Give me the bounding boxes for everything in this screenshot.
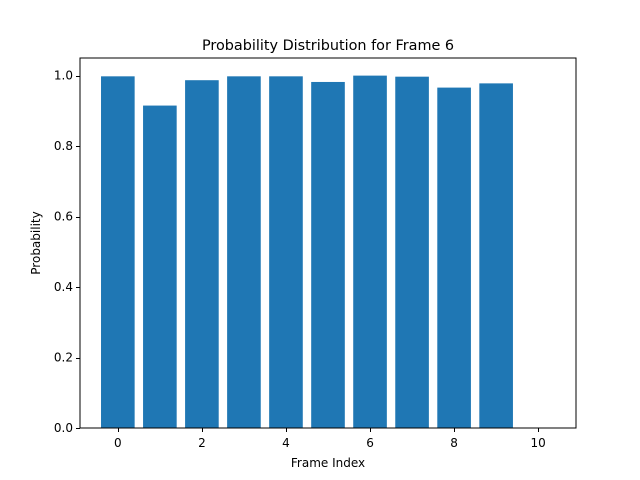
y-tick-label: 0.0 xyxy=(54,421,73,435)
x-tick-label: 10 xyxy=(531,436,546,450)
bar-frame-9 xyxy=(479,83,513,428)
y-axis-label: Probability xyxy=(29,211,43,274)
x-axis-ticks: 0 2 4 6 8 10 xyxy=(114,428,546,450)
bar-frame-8 xyxy=(437,87,471,428)
bar-frame-3 xyxy=(227,76,261,429)
x-tick-label: 6 xyxy=(366,436,374,450)
bar-frame-0 xyxy=(101,76,135,429)
bar-frame-4 xyxy=(269,76,303,429)
bar-frame-5 xyxy=(311,81,345,428)
plot-frame xyxy=(79,57,577,429)
x-tick-label: 8 xyxy=(450,436,458,450)
bar-frame-7 xyxy=(395,76,429,428)
x-tick-label: 0 xyxy=(114,436,122,450)
x-tick-label: 4 xyxy=(282,436,290,450)
bar-frame-6 xyxy=(353,75,387,428)
y-axis-ticks: 0.0 0.2 0.4 0.6 0.8 1.0 xyxy=(54,69,80,435)
y-tick-label: 0.2 xyxy=(54,351,73,365)
y-tick-label: 0.4 xyxy=(54,280,73,294)
y-tick-label: 0.8 xyxy=(54,139,73,153)
y-tick-label: 0.6 xyxy=(54,210,73,224)
y-tick-label: 1.0 xyxy=(54,69,73,83)
x-tick-label: 2 xyxy=(198,436,206,450)
chart-title: Probability Distribution for Frame 6 xyxy=(202,38,454,54)
bar-frame-1 xyxy=(143,105,177,429)
bars-group xyxy=(101,75,513,429)
x-axis-label: Frame Index xyxy=(291,456,365,470)
bar-frame-2 xyxy=(185,80,219,428)
